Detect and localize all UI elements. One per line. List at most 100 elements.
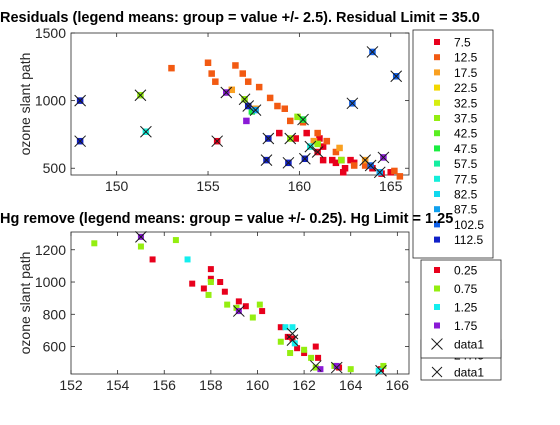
hg-y-label: ozone slant path xyxy=(17,252,33,355)
cross-marker xyxy=(74,94,86,107)
legend-swatch xyxy=(434,69,440,76)
x-tick-label: 158 xyxy=(199,377,223,393)
data-point xyxy=(315,354,322,361)
cross-marker-stroke-b xyxy=(299,152,311,165)
x-tick-label: 150 xyxy=(105,178,129,194)
legend-swatch xyxy=(434,236,440,243)
data-point xyxy=(282,324,289,331)
data-point xyxy=(248,108,256,115)
cross-marker-stroke-b xyxy=(375,364,387,377)
data-point xyxy=(350,162,358,169)
cross-marker xyxy=(211,135,224,148)
cross-marker-stroke-b xyxy=(297,113,309,126)
y-tick-label: 1000 xyxy=(35,274,66,290)
data-point xyxy=(292,135,299,142)
cross-marker xyxy=(284,132,297,145)
hg-marks xyxy=(91,230,387,377)
cross-marker-stroke-b xyxy=(304,140,317,153)
y-tick-label: 1500 xyxy=(35,25,66,41)
cross-marker xyxy=(375,364,387,377)
data-point xyxy=(303,129,310,137)
data-point xyxy=(224,301,231,308)
legend-label: 112.5 xyxy=(454,233,483,247)
cross-marker xyxy=(74,135,86,148)
cross-marker xyxy=(377,151,390,164)
cross-marker xyxy=(134,89,147,102)
x-tick-label: 166 xyxy=(386,377,410,393)
data-point xyxy=(259,308,266,315)
legend-swatch xyxy=(434,99,440,106)
y-tick-label: 1200 xyxy=(35,242,66,258)
data-point xyxy=(316,135,323,142)
stray-legend-label: data1 xyxy=(454,366,484,380)
data-point xyxy=(294,113,301,121)
x-tick-label: 160 xyxy=(288,178,312,194)
x-tick-label: 154 xyxy=(106,377,130,393)
x-tick-label: 155 xyxy=(196,178,220,194)
cross-marker xyxy=(330,361,343,374)
data-point xyxy=(274,102,281,110)
legend-label: 32.5 xyxy=(454,96,478,110)
hg-remove-chart: 152 154 156 158 160 162 164 166 60080010001200 … xyxy=(0,211,502,393)
data-point xyxy=(266,94,274,102)
legend-label: 77.5 xyxy=(454,172,478,186)
data-point xyxy=(333,362,340,369)
cross-marker-stroke-b xyxy=(373,166,386,179)
cross-marker xyxy=(232,305,245,317)
legend-swatch xyxy=(434,145,440,152)
x-tick-label: 165 xyxy=(379,178,403,194)
y-tick-label: 500 xyxy=(43,160,67,176)
hg-legend: 0.25 0.75 1.25 1.75 data1 xyxy=(420,259,502,359)
data-point xyxy=(207,275,214,282)
legend-label: 57.5 xyxy=(454,157,478,171)
cross-marker-stroke-b xyxy=(232,305,245,317)
cross-marker xyxy=(286,327,299,340)
data-point xyxy=(301,350,308,357)
legend-swatch xyxy=(434,115,440,121)
data-point xyxy=(204,59,212,67)
cross-marker-stroke-b xyxy=(238,93,251,106)
legend-swatch xyxy=(434,191,440,197)
data-point xyxy=(256,301,263,308)
data-point xyxy=(281,105,289,112)
data-point xyxy=(244,78,252,85)
legend-label: 102.5 xyxy=(454,218,484,232)
cross-marker xyxy=(304,140,317,153)
data-point xyxy=(314,140,321,148)
data-point xyxy=(233,304,240,311)
data-point xyxy=(380,362,387,369)
legend-label: 1.75 xyxy=(454,319,478,333)
data-point xyxy=(212,78,219,85)
data-point xyxy=(232,62,239,69)
legend-swatch xyxy=(434,39,440,45)
data-point xyxy=(332,159,340,167)
legend-swatch xyxy=(434,206,440,213)
cross-marker xyxy=(364,159,377,172)
cross-marker-stroke-b xyxy=(249,104,262,116)
legend-marker xyxy=(431,338,443,350)
data-point xyxy=(243,117,250,125)
data-point xyxy=(294,345,301,352)
data-point xyxy=(207,279,214,286)
cross-marker-stroke-b xyxy=(311,146,324,158)
cross-marker-stroke-b xyxy=(74,94,86,107)
cross-marker xyxy=(220,86,233,99)
residuals-marks xyxy=(74,46,404,180)
data-point xyxy=(205,291,212,298)
legend-swatch xyxy=(434,304,440,310)
cross-marker xyxy=(282,156,295,169)
legend-swatch xyxy=(434,322,440,329)
data-point xyxy=(338,156,345,164)
residuals-title: Residuals (legend means: group = value +… xyxy=(0,10,480,26)
cross-marker-stroke-b xyxy=(346,97,359,110)
legend-label: 0.25 xyxy=(454,264,478,278)
cross-marker-stroke-b xyxy=(260,154,273,166)
data-point xyxy=(289,324,296,331)
legend-label: 42.5 xyxy=(454,127,478,141)
data-point xyxy=(332,148,340,156)
data-point xyxy=(289,335,296,342)
data-point xyxy=(286,117,294,125)
data-point xyxy=(301,346,308,353)
data-point xyxy=(255,83,263,91)
data-point xyxy=(308,354,315,361)
